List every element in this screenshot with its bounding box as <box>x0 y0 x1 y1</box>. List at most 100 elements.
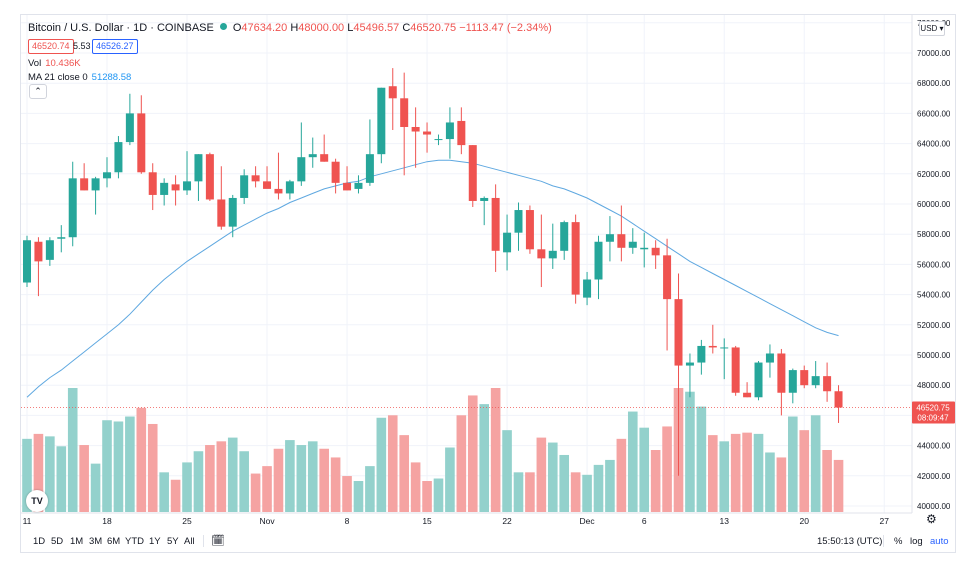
candle-body <box>240 175 249 198</box>
range-ytd-button[interactable]: YTD <box>125 536 144 547</box>
volume-bar <box>90 463 101 512</box>
utc-clock[interactable]: 15:50:13 (UTC) <box>817 536 883 547</box>
y-tick-label: 68000.00 <box>917 79 951 88</box>
volume-bar <box>582 474 592 512</box>
volume-bar <box>273 448 284 512</box>
candle-body <box>114 142 123 173</box>
volume-indicator[interactable]: Vol 10.436K <box>28 58 81 69</box>
gear-icon[interactable]: ⚙ <box>926 512 937 526</box>
x-tick-label: 20 <box>800 516 810 526</box>
candle-body <box>228 197 237 227</box>
candle-body <box>754 362 763 398</box>
open-value: 47634.20 <box>241 22 288 34</box>
y-tick-label: 50000.00 <box>917 351 951 360</box>
y-tick-label: 42000.00 <box>917 472 951 481</box>
volume-bar <box>730 433 741 512</box>
volume-bar <box>33 433 44 512</box>
volume-bar <box>490 388 501 512</box>
range-1d-button[interactable]: 1D <box>33 536 46 547</box>
candle-body <box>400 98 409 127</box>
volume-bar <box>719 441 730 512</box>
volume-bar <box>170 479 181 512</box>
volume-bar <box>342 476 352 512</box>
volume-bar <box>193 451 204 512</box>
volume-bar <box>570 472 581 512</box>
volume-bar <box>22 438 32 512</box>
y-tick-label: 64000.00 <box>917 140 951 149</box>
market-status-icon <box>219 23 227 30</box>
bottom-toolbar: 1D 5D 1M 3M 6M YTD 1Y 5Y All 🗓 15:50:13 … <box>21 531 955 552</box>
x-tick-label: 11 <box>23 516 32 526</box>
candle-body <box>640 247 649 250</box>
range-1m-button[interactable]: 1M <box>70 536 84 547</box>
volume-bar <box>102 420 112 512</box>
volume-bar <box>627 411 638 512</box>
percent-scale-button[interactable]: % <box>894 536 903 547</box>
low-label: L <box>347 22 354 34</box>
range-3m-button[interactable]: 3M <box>89 536 103 547</box>
volume-bar <box>67 388 78 512</box>
y-tick-label: 58000.00 <box>917 230 951 239</box>
volume-bar <box>307 441 318 512</box>
y-tick-label: 66000.00 <box>917 109 951 118</box>
symbol-title[interactable]: Bitcoin / U.S. Dollar · 1D · COINBASE <box>28 22 214 34</box>
candle-body <box>354 182 363 189</box>
x-tick-label: Dec <box>580 516 596 526</box>
candle-body <box>160 182 169 195</box>
volume-bar <box>365 466 375 512</box>
x-tick-label: 13 <box>719 516 729 526</box>
volume-bar <box>547 442 558 512</box>
range-6m-button[interactable]: 6M <box>107 536 121 547</box>
volume-bar <box>387 415 398 512</box>
candle-body <box>480 197 489 201</box>
candle-body <box>68 178 77 238</box>
candle-body <box>457 120 466 146</box>
volume-bar <box>525 472 535 512</box>
x-tick-label: 6 <box>642 516 647 526</box>
x-tick-label: 15 <box>422 516 432 526</box>
candle-body <box>697 345 706 363</box>
candle-body <box>23 240 31 283</box>
candle-body <box>491 197 500 251</box>
candle-body <box>274 188 283 194</box>
range-5d-button[interactable]: 5D <box>51 536 64 547</box>
calendar-icon[interactable]: 🗓 <box>211 535 225 547</box>
candle-body <box>548 250 557 259</box>
ma-value: 51288.58 <box>91 72 132 83</box>
range-5y-button[interactable]: 5Y <box>167 536 179 547</box>
candle-body <box>674 299 683 366</box>
tradingview-logo[interactable]: TV <box>26 490 48 512</box>
auto-scale-button[interactable]: auto <box>930 536 949 547</box>
log-scale-button[interactable]: log <box>910 536 923 547</box>
volume-bar <box>147 423 158 512</box>
y-tick-label: 48000.00 <box>917 381 951 390</box>
ma-line <box>26 159 839 398</box>
volume-bar <box>433 478 444 512</box>
candle-body <box>617 234 626 248</box>
volume-value: 10.436K <box>45 58 81 69</box>
volume-bar <box>216 441 227 512</box>
last-price-label: 46520.75 <box>916 404 950 413</box>
candle-body <box>628 241 637 248</box>
range-all-button[interactable]: All <box>184 536 195 547</box>
x-tick-label: 18 <box>102 516 112 526</box>
volume-bar <box>502 430 512 512</box>
volume-bar <box>319 448 329 512</box>
candle-body <box>194 154 203 182</box>
currency-button[interactable]: USD ▾ <box>919 21 945 36</box>
bid-price-button[interactable]: 46520.74 <box>28 39 74 54</box>
volume-bar <box>467 395 478 512</box>
range-1y-button[interactable]: 1Y <box>149 536 161 547</box>
volume-bar <box>662 426 672 512</box>
volume-bar <box>262 466 272 512</box>
candle-body <box>45 240 54 260</box>
candle-body <box>171 184 180 191</box>
collapse-legend-button[interactable]: ⌃ <box>29 84 47 99</box>
candle-body <box>743 392 752 398</box>
volume-bar <box>45 436 55 512</box>
ask-price-button[interactable]: 46526.27 <box>92 39 138 54</box>
volume-bar <box>536 437 547 512</box>
ma-indicator[interactable]: MA 21 close 0 51288.58 <box>28 72 131 83</box>
x-tick-label: 22 <box>502 516 512 526</box>
